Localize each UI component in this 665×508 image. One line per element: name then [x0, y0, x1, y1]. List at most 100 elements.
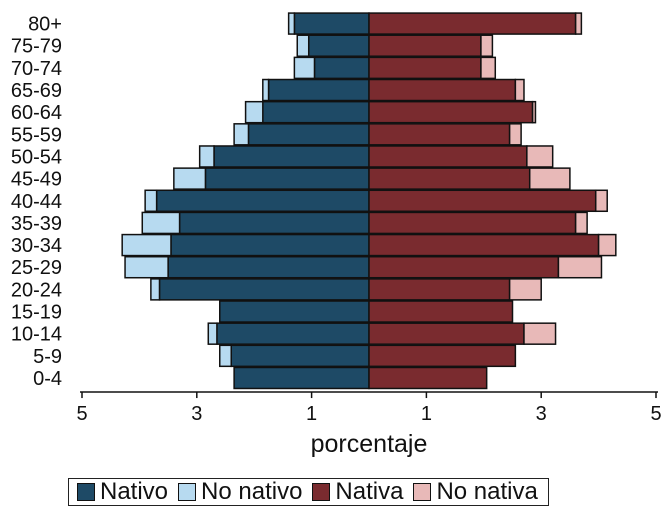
y-tick-label-35-39: 35-39: [11, 213, 62, 235]
bar-no-nativa-60-64: [531, 100, 537, 124]
bar-no-nativa-70-74: [480, 56, 497, 80]
bar-no-nativa-30-34: [597, 233, 617, 257]
y-tick-label-40-44: 40-44: [11, 191, 62, 213]
bar-nativa-80plus: [368, 12, 577, 35]
bar-no-nativa-35-39: [574, 211, 588, 235]
y-tick-labels: 0-45-910-1415-1920-2425-2930-3435-3940-4…: [11, 14, 62, 390]
bar-no-nativa-65-69: [514, 78, 525, 102]
bar-nativa-65-69: [368, 78, 517, 102]
bar-nativa-70-74: [368, 56, 482, 80]
bar-nativo-65-69: [267, 78, 370, 102]
y-tick-label-30-34: 30-34: [11, 235, 62, 257]
y-tick-label-5-9: 5-9: [33, 346, 62, 368]
x-tick-label-right-3: 3: [536, 403, 547, 425]
bar-nativo-5-9: [230, 344, 370, 368]
y-tick-label-20-24: 20-24: [11, 279, 62, 301]
x-tick-label-left-3: 3: [191, 403, 202, 425]
bar-nativo-75-79: [307, 34, 370, 57]
bar-no-nativo-40-44: [144, 189, 158, 213]
bar-nativo-0-4: [233, 366, 370, 390]
bar-nativa-10-14: [368, 322, 525, 345]
bar-no-nativo-65-69: [262, 78, 270, 102]
legend-swatch-nativo: [77, 483, 95, 501]
bar-no-nativo-80plus: [287, 12, 296, 35]
legend-label-no-nativo: No nativo: [201, 478, 303, 505]
bar-nativo-10-14: [216, 322, 370, 345]
bar-no-nativa-80plus: [574, 12, 583, 35]
bar-nativo-55-59: [247, 123, 370, 146]
bar-no-nativo-20-24: [150, 278, 161, 301]
legend-label-nativa: Nativa: [335, 478, 404, 505]
bar-nativa-15-19: [368, 300, 514, 323]
bar-no-nativo-70-74: [293, 56, 316, 80]
legend-item-no-nativo: No nativo: [178, 478, 302, 506]
bar-nativo-25-29: [167, 255, 370, 279]
legend: Nativo No nativo Nativa No nativa: [68, 478, 549, 506]
bar-nativo-30-34: [170, 233, 370, 257]
legend-label-no-nativa: No nativa: [436, 478, 538, 505]
bar-nativa-75-79: [368, 34, 482, 57]
bar-no-nativo-45-49: [173, 167, 207, 190]
bar-nativa-60-64: [368, 100, 534, 124]
legend-item-no-nativa: No nativa: [413, 478, 538, 506]
y-tick-label-10-14: 10-14: [11, 324, 62, 346]
bar-nativa-45-49: [368, 167, 531, 190]
x-tick-label-right-1: 1: [421, 403, 432, 425]
bar-no-nativo-75-79: [296, 34, 310, 57]
bar-nativo-45-49: [204, 167, 370, 190]
bar-no-nativa-55-59: [508, 123, 522, 146]
bar-nativa-55-59: [368, 123, 511, 146]
x-tick-label-left-1: 1: [306, 403, 317, 425]
legend-swatch-no-nativa: [413, 483, 432, 501]
axes-layer: 5 3 1 1 3 5: [76, 391, 662, 425]
bar-nativo-35-39: [178, 211, 370, 235]
bar-no-nativa-50-54: [526, 145, 554, 168]
bar-no-nativo-5-9: [219, 344, 232, 368]
bar-nativo-20-24: [158, 278, 370, 301]
x-tick-label-right-5: 5: [650, 403, 661, 425]
bar-no-nativo-50-54: [198, 145, 215, 168]
legend-item-nativo: Nativo: [77, 478, 168, 506]
bar-no-nativo-30-34: [121, 233, 172, 257]
bars-layer: [121, 12, 617, 390]
y-tick-label-25-29: 25-29: [11, 257, 62, 279]
bar-nativa-25-29: [368, 255, 560, 279]
bar-no-nativa-40-44: [594, 189, 608, 213]
x-tick-label-left-5: 5: [76, 403, 87, 425]
bar-nativa-20-24: [368, 278, 511, 301]
bar-no-nativo-25-29: [124, 255, 169, 279]
bar-nativa-40-44: [368, 189, 597, 213]
y-tick-label-0-4: 0-4: [33, 368, 62, 390]
x-axis-label: porcentaje: [311, 430, 428, 458]
bar-nativa-50-54: [368, 145, 528, 168]
bar-no-nativo-60-64: [244, 100, 264, 124]
bar-nativo-70-74: [313, 56, 370, 80]
y-tick-label-60-64: 60-64: [11, 102, 62, 124]
bar-no-nativo-10-14: [207, 322, 218, 345]
y-tick-label-75-79: 75-79: [11, 36, 62, 58]
y-tick-label-65-69: 65-69: [11, 80, 62, 102]
legend-swatch-no-nativo: [178, 483, 197, 501]
bar-nativa-5-9: [368, 344, 517, 368]
bar-nativa-35-39: [368, 211, 577, 235]
legend-label-nativo: Nativo: [100, 478, 169, 505]
y-tick-label-50-54: 50-54: [11, 146, 62, 168]
bar-no-nativo-55-59: [233, 123, 250, 146]
y-tick-label-45-49: 45-49: [11, 169, 62, 191]
bar-nativo-15-19: [219, 300, 370, 323]
legend-item-nativa: Nativa: [312, 478, 403, 506]
bar-no-nativa-20-24: [508, 278, 542, 301]
bar-no-nativa-25-29: [557, 255, 603, 279]
bar-nativa-30-34: [368, 233, 600, 257]
bar-nativo-40-44: [155, 189, 370, 213]
bar-nativo-80plus: [293, 12, 370, 35]
bar-nativa-0-4: [368, 366, 488, 390]
bar-no-nativa-75-79: [480, 34, 494, 57]
bar-no-nativo-35-39: [141, 211, 181, 235]
y-tick-label-80plus: 80+: [28, 14, 62, 36]
y-tick-label-55-59: 55-59: [11, 124, 62, 146]
bar-nativo-60-64: [262, 100, 370, 124]
y-tick-label-15-19: 15-19: [11, 302, 62, 324]
bar-no-nativa-45-49: [528, 167, 571, 190]
y-tick-label-70-74: 70-74: [11, 58, 62, 80]
